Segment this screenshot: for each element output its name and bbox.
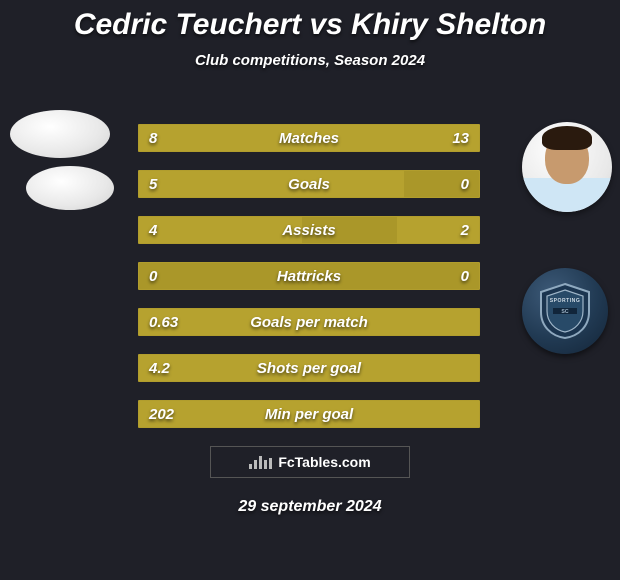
shield-icon: SPORTING SC [539, 282, 591, 340]
player-left-photos [10, 110, 114, 218]
stat-row: 202Min per goal [138, 400, 480, 428]
stat-row: 0 0Hattricks [138, 262, 480, 290]
stat-value-left: 202 [149, 401, 174, 427]
stat-row: 50Goals [138, 170, 480, 198]
stat-value-left: 5 [149, 171, 157, 197]
club-badge: SPORTING SC [522, 268, 608, 354]
stat-value-left: 0.63 [149, 309, 178, 335]
stat-bar-left [139, 401, 479, 427]
stat-bar-left [139, 309, 479, 335]
stat-bar-left [139, 355, 479, 381]
player-left-photo-2 [26, 166, 114, 210]
page-subtitle: Club competitions, Season 2024 [0, 52, 620, 69]
bar-chart-icon [249, 455, 272, 469]
stat-row: 813Matches [138, 124, 480, 152]
stat-value-right: 13 [452, 125, 469, 151]
stat-value-left: 8 [149, 125, 157, 151]
stat-row: 0.63Goals per match [138, 308, 480, 336]
brand-text: FcTables.com [278, 454, 370, 470]
brand-box[interactable]: FcTables.com [210, 446, 410, 478]
player-right-photo [522, 122, 612, 212]
date-text: 29 september 2024 [0, 498, 620, 516]
stat-bar-left [139, 217, 302, 243]
stats-bars: 813Matches50Goals42Assists00Hattricks0.6… [138, 124, 480, 446]
stat-value-left: 4 [149, 217, 157, 243]
svg-text:SC: SC [561, 309, 568, 315]
stat-bar-left [139, 171, 404, 197]
stat-row: 42Assists [138, 216, 480, 244]
stat-value-left: 0 [149, 263, 157, 289]
player-left-photo-1 [10, 110, 110, 158]
stat-row: 4.2Shots per goal [138, 354, 480, 382]
player-right-photos: SPORTING SC [522, 122, 612, 354]
stat-value-left: 4.2 [149, 355, 170, 381]
stat-value-right: 0 [461, 263, 469, 289]
stat-bar-left [139, 125, 268, 151]
player-hair [542, 126, 592, 150]
stat-bar-right [268, 125, 479, 151]
stat-label: Hattricks [139, 263, 479, 289]
stat-value-right: 0 [461, 171, 469, 197]
svg-text:SPORTING: SPORTING [550, 298, 581, 304]
stat-value-right: 2 [461, 217, 469, 243]
page-title: Cedric Teuchert vs Khiry Shelton [0, 0, 620, 42]
